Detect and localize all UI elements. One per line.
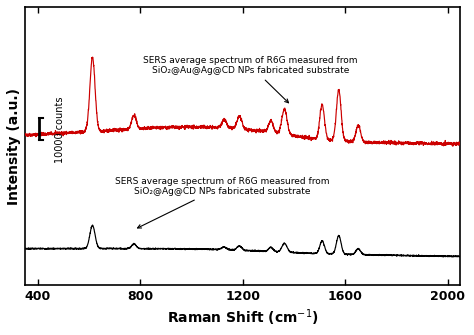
- Text: SERS average spectrum of R6G measured from
SiO₂@Au@Ag@CD NPs fabricated substrat: SERS average spectrum of R6G measured fr…: [143, 56, 358, 103]
- Text: 10000 counts: 10000 counts: [55, 96, 64, 162]
- X-axis label: Raman Shift (cm$^{-1}$): Raman Shift (cm$^{-1}$): [167, 308, 319, 328]
- Text: SERS average spectrum of R6G measured from
SiO₂@Ag@CD NPs fabricated substrate: SERS average spectrum of R6G measured fr…: [115, 177, 329, 228]
- Y-axis label: Intensity (a.u.): Intensity (a.u.): [7, 88, 21, 205]
